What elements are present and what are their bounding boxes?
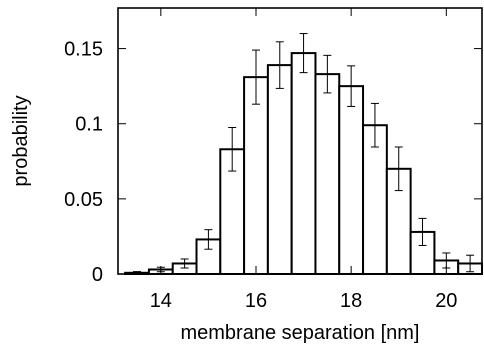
x-axis-label: membrane separation [nm] [180, 322, 419, 344]
histogram-bar-5 [243, 76, 269, 275]
y-tick-label-2: 0.1 [75, 114, 103, 136]
histogram-bar-9 [338, 85, 365, 275]
y-axis-label: probability [10, 95, 32, 186]
x-tick-label-3: 20 [435, 290, 457, 312]
y-tick-label-1: 0.05 [64, 189, 103, 211]
histogram-bar-7 [290, 52, 317, 275]
y-tick-label-3: 0.15 [64, 39, 103, 61]
histogram-bar-8 [314, 73, 341, 275]
x-tick-label-2: 18 [340, 290, 362, 312]
x-tick-label-1: 16 [245, 290, 267, 312]
y-tick-label-0: 0 [92, 264, 103, 286]
x-tick-label-0: 14 [150, 290, 172, 312]
bars-group [124, 52, 483, 276]
histogram-bar-10 [362, 124, 388, 275]
histogram-bar-6 [266, 64, 293, 275]
plot-frame [117, 7, 483, 275]
ticks-group: 14 16 18 20 0 0.05 0.1 0.15 [64, 8, 482, 312]
